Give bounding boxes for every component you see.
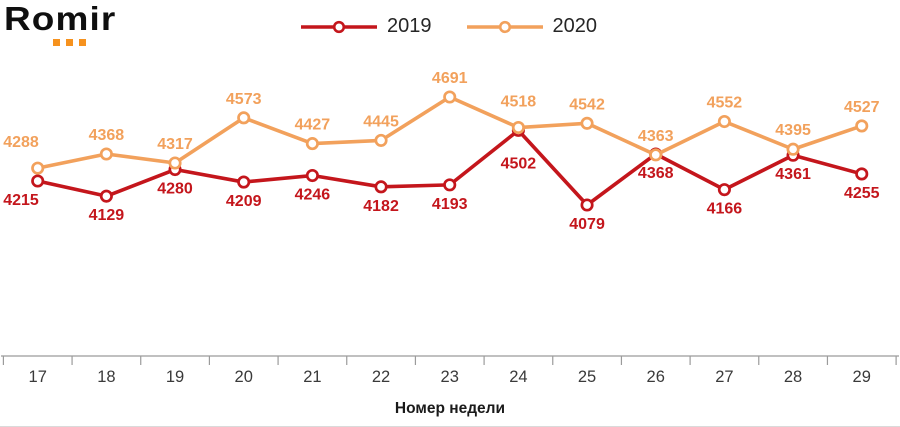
x-tick-label-26: 26 (647, 368, 665, 386)
x-tick-label-25: 25 (578, 368, 596, 386)
data-label-2020-week-27: 4552 (707, 95, 743, 112)
data-point-2019-week-21 (305, 168, 319, 183)
data-label-2019-week-23: 4193 (432, 196, 468, 213)
data-point-2020-week-20 (237, 111, 251, 125)
x-tick-label-22: 22 (372, 368, 390, 386)
data-point-2020-week-24 (511, 120, 525, 135)
x-axis-title: Номер недели (394, 400, 506, 417)
data-point-2020-week-19 (168, 156, 182, 170)
data-label-2020-week-29: 4527 (844, 99, 880, 116)
x-tick-label-17: 17 (29, 368, 47, 386)
legend-label-2020: 2020 (552, 15, 598, 37)
data-label-2019-week-17: 4215 (3, 192, 39, 209)
data-label-2020-week-20: 4573 (226, 91, 262, 108)
data-label-2020-week-26: 4363 (638, 128, 674, 145)
x-tick-label-18: 18 (97, 368, 115, 386)
data-label-2019-week-24: 4502 (501, 155, 537, 172)
data-point-2019-week-17 (31, 174, 45, 188)
x-tick-label-28: 28 (784, 368, 802, 386)
data-point-2019-week-27 (717, 183, 731, 197)
data-label-2019-week-21: 4246 (295, 187, 331, 204)
x-tick-label-23: 23 (441, 368, 459, 386)
data-label-2019-week-28: 4361 (775, 166, 811, 183)
data-label-2020-week-24: 4518 (501, 94, 537, 111)
data-label-2020-week-18: 4368 (89, 127, 125, 144)
x-tick-label-19: 19 (166, 368, 184, 386)
data-point-2019-week-18 (99, 189, 113, 203)
data-label-2020-week-25: 4542 (569, 96, 605, 113)
logo-dots-icon (53, 39, 86, 46)
data-label-2019-week-25: 4079 (569, 216, 605, 233)
logo-text: Romir (4, 0, 117, 37)
data-point-2020-week-21 (305, 137, 319, 151)
data-point-2020-week-27 (717, 114, 731, 129)
data-label-2019-week-27: 4166 (707, 201, 743, 218)
legend-item-2019: 2019 (300, 15, 432, 38)
data-point-2020-week-23 (443, 90, 457, 104)
data-label-2019-week-18: 4129 (89, 207, 125, 224)
x-tick-label-21: 21 (303, 368, 321, 386)
data-point-2020-week-18 (99, 147, 113, 161)
data-label-2020-week-23: 4691 (432, 70, 468, 87)
data-point-2020-week-29 (855, 119, 869, 133)
data-label-2020-week-28: 4395 (775, 122, 811, 139)
romir-logo: Romir (4, 2, 164, 54)
data-point-2019-week-22 (374, 180, 388, 194)
data-label-2020-week-21: 4427 (295, 117, 331, 134)
data-point-2020-week-22 (374, 133, 388, 147)
data-point-2019-week-25 (580, 198, 594, 212)
x-tick-label-29: 29 (853, 368, 871, 386)
data-label-2020-week-19: 4317 (157, 136, 193, 153)
data-label-2020-week-17: 4288 (3, 134, 39, 151)
data-label-2019-week-29: 4255 (844, 185, 880, 202)
data-point-2019-week-20 (237, 175, 251, 189)
data-point-2020-week-17 (31, 161, 45, 175)
x-tick-label-27: 27 (715, 368, 733, 386)
x-tick-label-24: 24 (509, 368, 527, 386)
legend-item-2020: 2020 (466, 15, 598, 38)
legend-label-2019: 2019 (387, 15, 432, 37)
data-point-2020-week-28 (786, 142, 800, 156)
x-tick-label-20: 20 (235, 368, 253, 386)
data-point-2020-week-25 (580, 116, 594, 130)
data-point-2020-week-26 (649, 148, 663, 162)
data-label-2019-week-20: 4209 (226, 193, 262, 210)
data-label-2019-week-22: 4182 (363, 198, 399, 215)
data-label-2019-week-19: 4280 (157, 181, 193, 198)
data-point-2019-week-23 (443, 178, 457, 192)
data-label-2019-week-26: 4368 (638, 165, 674, 182)
chart-legend: 2019 2020 (300, 15, 597, 38)
series-2020-line-marker-icon (466, 20, 543, 33)
data-point-2019-week-29 (855, 167, 869, 181)
logo-dot (53, 39, 60, 46)
data-label-2020-week-22: 4445 (363, 113, 399, 130)
series-2019-line-marker-icon (301, 20, 377, 33)
logo-dot (66, 39, 73, 46)
logo-dot (79, 39, 86, 46)
